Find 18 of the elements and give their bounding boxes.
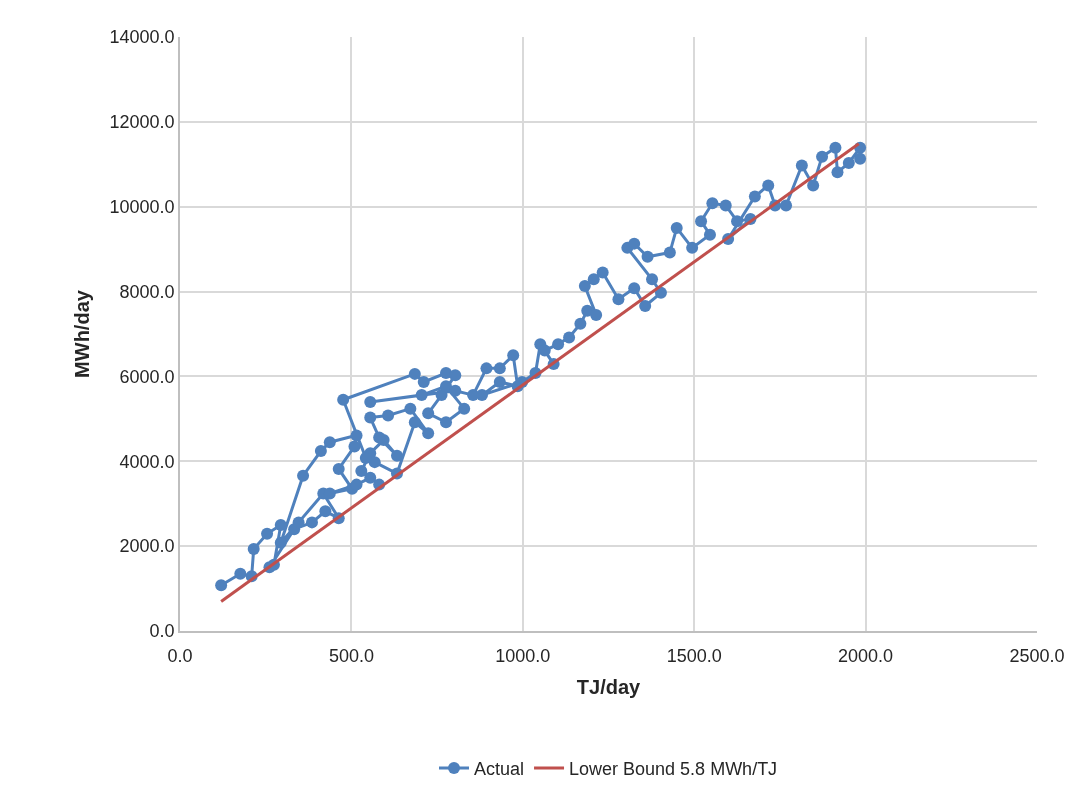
- x-tick-label: 2500.0: [1009, 646, 1065, 667]
- y-tick-label: 10000.0: [109, 197, 175, 218]
- x-tick-label: 1000.0: [495, 646, 551, 667]
- x-axis-title: TJ/day: [576, 676, 642, 699]
- x-tick-label: 2000.0: [838, 646, 894, 667]
- legend-label: Lower Bound 5.8 MWh/TJ: [569, 759, 778, 780]
- y-tick-label: 12000.0: [109, 112, 175, 133]
- x-tick-label: 1500.0: [666, 646, 722, 667]
- y-tick-label: 4000.0: [119, 451, 175, 472]
- x-tick-label: 0.0: [167, 646, 193, 667]
- y-tick-label: 14000.0: [109, 27, 175, 48]
- x-tick-label: 500.0: [328, 646, 374, 667]
- y-tick-label: 2000.0: [119, 536, 175, 557]
- legend-label: Actual: [474, 759, 525, 780]
- y-tick-label: 8000.0: [119, 281, 175, 302]
- y-tick-label: 6000.0: [119, 366, 175, 387]
- y-axis-title: MWh/day: [70, 289, 93, 378]
- y-tick-label: 0.0: [149, 621, 175, 642]
